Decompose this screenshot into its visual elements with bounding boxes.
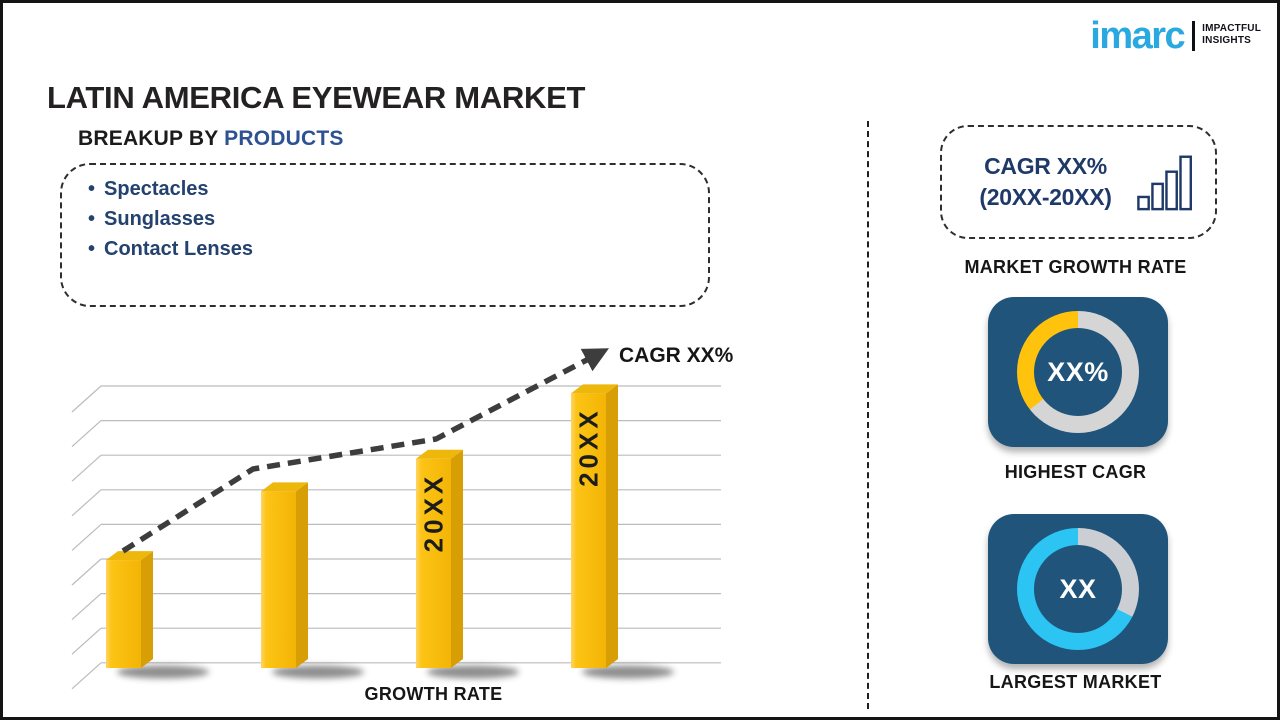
gridline-tick	[71, 489, 102, 517]
product-list-item: • Spectacles	[88, 178, 708, 201]
gridline-tick	[71, 558, 102, 586]
gridline-tick	[71, 420, 102, 448]
cagr-dashed-box: CAGR XX% (20XX-20XX)	[940, 125, 1217, 239]
bar	[416, 458, 451, 668]
logo-tagline: IMPACTFUL INSIGHTS	[1202, 23, 1261, 47]
bar-side-face	[606, 384, 618, 668]
bullet-icon: •	[88, 178, 96, 200]
gridline-tick	[71, 662, 102, 690]
trend-cagr-label: CAGR XX%	[619, 344, 734, 367]
bar-shadow	[582, 665, 674, 679]
bar-top-face	[106, 551, 153, 561]
bar	[261, 491, 296, 668]
donut-hole	[1034, 545, 1122, 633]
bar-year-label: 20XX	[574, 407, 604, 487]
cagr-box-line1: CAGR XX%	[984, 152, 1107, 179]
breakup-heading-prefix: BREAKUP BY	[78, 127, 225, 150]
bar-shadow	[272, 665, 364, 679]
vertical-dashed-divider	[867, 121, 869, 709]
gridline-tick	[71, 523, 102, 551]
highest-cagr-tile: XX%	[988, 297, 1168, 447]
bar-shadow	[427, 665, 519, 679]
gridline-tick	[71, 385, 102, 413]
highest-cagr-label: HIGHEST CAGR	[1004, 462, 1147, 482]
highest-cagr-donut	[1017, 311, 1139, 433]
imarc-logo-wordmark: imarc	[1090, 15, 1185, 57]
product-label: Spectacles	[104, 178, 209, 200]
logo-divider-bar	[1192, 21, 1196, 51]
gridline-tick	[71, 593, 102, 621]
largest-market-donut	[1017, 528, 1139, 650]
bullet-icon: •	[88, 208, 96, 230]
largest-market-tile: XX	[988, 514, 1168, 664]
bar-year-label: 20XX	[419, 473, 449, 553]
bar-top-face	[261, 482, 308, 492]
gridline-tick	[71, 627, 102, 655]
page-title: LATIN AMERICA EYEWEAR MARKET	[47, 79, 586, 115]
product-list-item: • Contact Lenses	[88, 238, 708, 261]
gridline-tick	[71, 454, 102, 482]
growth-bar-chart: 20XX 20XX CAGR XX% GROWTH RATE	[68, 343, 744, 709]
product-list: • Spectacles • Sunglasses • Contact Lenses	[62, 178, 708, 261]
largest-market-value: XX	[1059, 573, 1097, 604]
x-axis-label: GROWTH RATE	[364, 684, 503, 704]
cagr-box-text: CAGR XX% (20XX-20XX)	[964, 151, 1127, 213]
donut-hole	[1034, 328, 1122, 416]
logo-tagline-line1: IMPACTFUL	[1202, 23, 1261, 34]
market-growth-rate-label: MARKET GROWTH RATE	[964, 257, 1187, 277]
cagr-box-line2: (20XX-20XX)	[979, 184, 1112, 210]
breakup-heading-highlight: PRODUCTS	[224, 127, 344, 150]
largest-market-label: LARGEST MARKET	[989, 672, 1162, 692]
highest-cagr-value: XX%	[1047, 356, 1109, 387]
bar-side-face	[141, 551, 153, 668]
bar-shadow	[117, 665, 209, 679]
growth-bars-icon	[1137, 155, 1193, 211]
bar	[106, 560, 141, 668]
product-label: Sunglasses	[104, 208, 216, 230]
bar-top-face	[571, 384, 618, 394]
bar-side-face	[296, 482, 308, 668]
bar-top-face	[416, 449, 463, 459]
product-list-item: • Sunglasses	[88, 208, 708, 231]
bullet-icon: •	[88, 238, 96, 260]
trend-arrow	[121, 348, 609, 554]
products-dashed-box: • Spectacles • Sunglasses • Contact Lenses	[60, 163, 710, 307]
imarc-logo: imarc IMPACTFUL INSIGHTS	[1090, 17, 1261, 55]
bar	[571, 393, 606, 668]
breakup-heading: BREAKUP BY PRODUCTS	[78, 127, 344, 151]
bar-side-face	[451, 449, 463, 668]
logo-tagline-line2: INSIGHTS	[1202, 35, 1251, 46]
bar-chart-canvas: 20XX 20XX	[71, 348, 721, 690]
product-label: Contact Lenses	[104, 238, 253, 260]
